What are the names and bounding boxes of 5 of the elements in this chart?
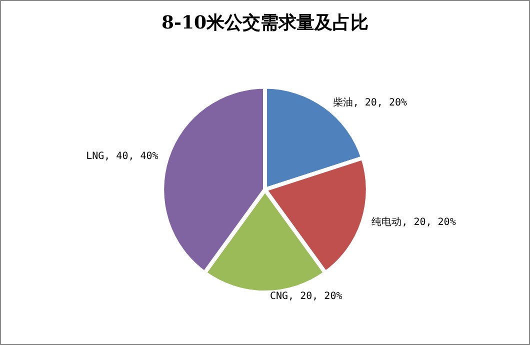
slice-label: CNG, 20, 20%: [270, 291, 342, 302]
slice-label: 纯电动, 20, 20%: [372, 216, 456, 228]
slice-label: 柴油, 20, 20%: [332, 96, 408, 109]
slice-label: LNG, 40, 40%: [86, 151, 158, 162]
chart-title: 8-10米公交需求量及占比: [161, 12, 369, 34]
